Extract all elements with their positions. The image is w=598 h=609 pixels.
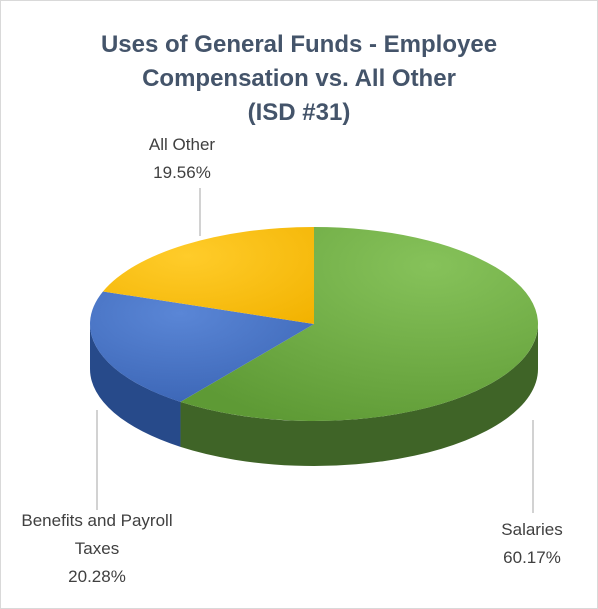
chart-title-line-1: Uses of General Funds - Employee: [100, 31, 498, 58]
chart-title-line-2: Compensation vs. All Other: [142, 65, 456, 92]
label-benefits-name-1: Benefits and Payroll: [21, 511, 172, 530]
label-benefits-name-2: Taxes: [75, 539, 119, 558]
pie-tops: [90, 227, 538, 421]
chart-title-line-3: (ISD #31): [247, 99, 351, 126]
label-all-other-value: 19.56%: [153, 163, 211, 182]
pie-slice-salaries: [180, 227, 538, 421]
pie-side-salaries: [180, 324, 538, 467]
label-all-other-name: All Other: [149, 135, 215, 154]
pie-sides: [90, 324, 538, 467]
pie-slice-benefits: [90, 291, 314, 402]
label-salaries-name: Salaries: [501, 520, 562, 539]
leader-lines: [96, 188, 534, 513]
label-salaries-value: 60.17%: [503, 548, 561, 567]
chart-title: Uses of General Funds - Employee Compens…: [0, 28, 598, 130]
pie-slice-all-other: [102, 227, 315, 324]
pie-side-benefits: [90, 324, 181, 447]
label-benefits-value: 20.28%: [68, 567, 126, 586]
